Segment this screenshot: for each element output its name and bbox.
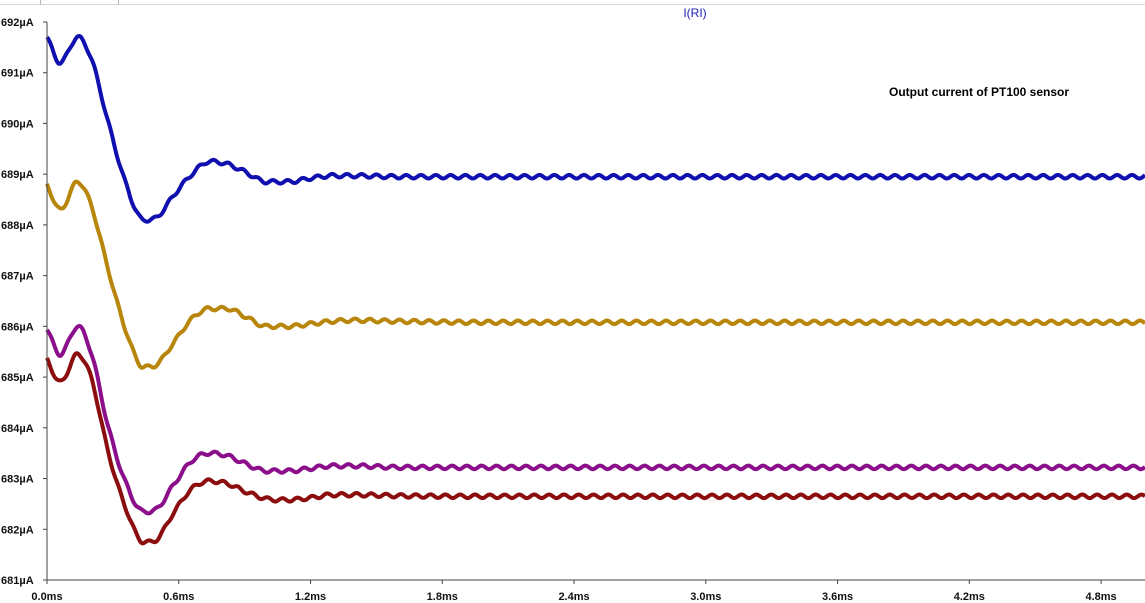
x-tick-label: 0.0ms — [31, 591, 62, 603]
y-tick-label: 683µA — [1, 474, 34, 486]
x-tick-label: 3.0ms — [690, 591, 721, 603]
window-tab-strip — [0, 0, 1145, 6]
x-tick-label: 2.4ms — [558, 591, 589, 603]
y-tick-label: 689µA — [1, 169, 34, 181]
x-tick-label: 3.6ms — [822, 591, 853, 603]
tab-divider — [118, 0, 119, 5]
y-tick-label: 684µA — [1, 423, 34, 435]
x-tick-label: 0.6ms — [163, 591, 194, 603]
y-tick-label: 691µA — [1, 68, 34, 80]
trace-group — [45, 34, 1145, 546]
y-tick-label: 681µA — [1, 575, 34, 587]
y-tick-label: 688µA — [1, 220, 34, 232]
y-tick-label: 686µA — [1, 321, 34, 333]
tab-strip-border — [0, 4, 1145, 5]
x-tick-label: 4.2ms — [954, 591, 985, 603]
trace-line-3[interactable] — [45, 324, 1145, 516]
x-tick-label: 1.8ms — [427, 591, 458, 603]
plot-area[interactable] — [45, 22, 1145, 581]
y-tick-label: 682µA — [1, 524, 34, 536]
y-tick-label: 685µA — [1, 372, 34, 384]
trace-line-2[interactable] — [45, 179, 1145, 370]
y-axis-ticks: 681µA 682µA 683µA 684µA 685µA 686µA 687µA 688µA… — [1, 17, 47, 587]
trace-line-1[interactable] — [45, 34, 1145, 224]
y-tick-label: 690µA — [1, 118, 34, 130]
y-tick-label: 687µA — [1, 271, 34, 283]
tab-divider — [40, 0, 41, 5]
y-tick-label: 692µA — [1, 17, 34, 29]
trace-line-4[interactable] — [45, 351, 1145, 546]
x-tick-label: 1.2ms — [295, 591, 326, 603]
plot-annotation[interactable]: Output current of PT100 sensor — [889, 85, 1069, 99]
x-tick-label: 4.8ms — [1085, 591, 1116, 603]
trace-name-label[interactable]: I(RI) — [683, 6, 706, 20]
x-axis-ticks: 0.0ms 0.6ms 1.2ms 1.8ms 2.4ms 3.0ms 3.6ms 4.2ms… — [31, 580, 1117, 603]
